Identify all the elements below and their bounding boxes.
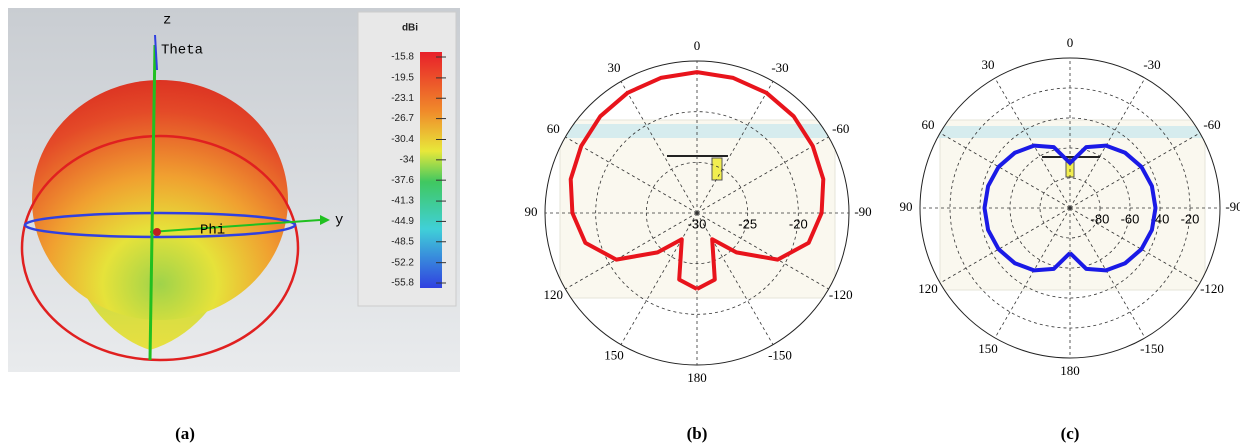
colorbar-tick-label: -55.8 — [391, 278, 414, 289]
antenna — [712, 158, 722, 180]
angle-label: -120 — [1200, 281, 1224, 296]
band — [940, 120, 1205, 290]
angle-label: -30 — [771, 60, 788, 75]
angle-label: 60 — [547, 121, 560, 136]
colorbar — [420, 52, 442, 288]
panel-label: (b) — [687, 424, 708, 443]
angle-label: 120 — [918, 281, 938, 296]
angle-label: 30 — [982, 57, 995, 72]
colorbar-tick-label: -48.5 — [391, 236, 414, 247]
angle-label: -60 — [832, 121, 849, 136]
colorbar-tick-label: -30.4 — [391, 134, 414, 145]
figure: z Theta Phi y dBi (a) (b) (c) -15.8 -19.5… — [0, 0, 1240, 448]
angle-label: 90 — [900, 199, 913, 214]
colorbar-tick-label: -23.1 — [391, 93, 414, 104]
y-label: y — [335, 213, 343, 229]
angle-label: -120 — [829, 287, 853, 302]
angle-label: -90 — [1225, 199, 1240, 214]
angle-label: 180 — [1060, 363, 1080, 378]
angle-label: 150 — [604, 348, 624, 363]
angle-label: -150 — [1140, 341, 1164, 356]
angle-label: -60 — [1203, 117, 1220, 132]
origin — [153, 228, 161, 236]
z-label: z — [163, 13, 171, 29]
main-lobe — [32, 80, 288, 320]
panel-label: (a) — [175, 424, 195, 443]
colorbar-tick-label: -34 — [400, 154, 415, 165]
colorbar-tick-label: -41.3 — [391, 196, 414, 207]
radial-label: -60 — [1121, 211, 1140, 226]
radial-label: -20 — [789, 216, 808, 231]
colorbar-tick-label: -37.6 — [391, 175, 414, 186]
colorbar-tick-label: -26.7 — [391, 113, 414, 124]
colorbar-tick-label: -19.5 — [391, 73, 414, 84]
angle-label: 30 — [608, 60, 621, 75]
phi-label: Phi — [200, 223, 225, 239]
angle-label: -90 — [854, 204, 871, 219]
angle-label: 90 — [525, 204, 538, 219]
colorbar-tick-label: -44.9 — [391, 216, 414, 227]
radial-label: -20 — [1181, 211, 1200, 226]
angle-label: 60 — [921, 117, 934, 132]
radial-label: -80 — [1091, 211, 1110, 226]
colorbar-tick-label: -52.2 — [391, 257, 414, 268]
angle-label: 0 — [1067, 35, 1074, 50]
band — [560, 120, 835, 298]
angle-label: 120 — [543, 287, 563, 302]
colorbar-tick-label: -15.8 — [391, 52, 414, 63]
angle-label: -30 — [1143, 57, 1160, 72]
theta-label: Theta — [161, 43, 203, 59]
radial-label: -30 — [688, 216, 707, 231]
angle-label: 150 — [978, 341, 998, 356]
angle-label: -150 — [768, 348, 792, 363]
colorbar-title: dBi — [402, 23, 418, 34]
panel-label: (c) — [1061, 424, 1080, 443]
radial-label: -25 — [738, 216, 757, 231]
angle-label: 0 — [694, 38, 701, 53]
angle-label: 180 — [687, 370, 707, 385]
